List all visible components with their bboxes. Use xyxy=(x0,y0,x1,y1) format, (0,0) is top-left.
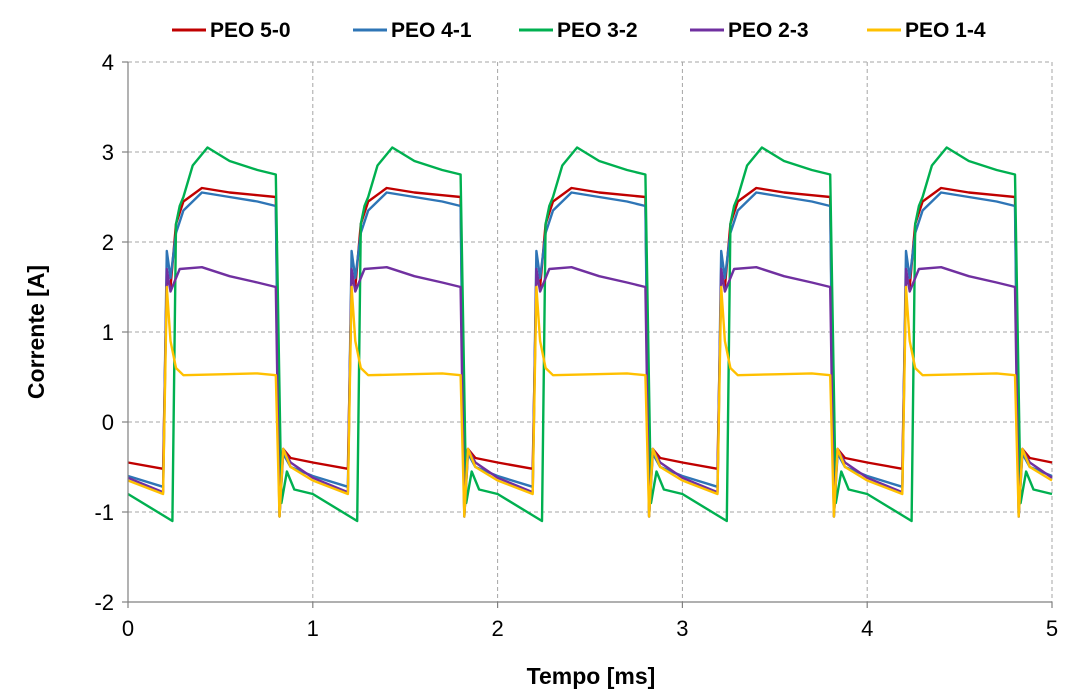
x-tick-label: 2 xyxy=(491,616,503,641)
plot-area xyxy=(127,146,1053,523)
legend-item: PEO 2-3 xyxy=(690,19,809,42)
y-tick-label: -2 xyxy=(94,590,114,615)
grid xyxy=(128,61,1053,602)
legend-label: PEO 5-0 xyxy=(210,19,291,42)
legend-item: PEO 4-1 xyxy=(353,19,472,42)
y-tick-label: -1 xyxy=(94,500,114,525)
series-line-peo-1-4 xyxy=(127,285,1053,518)
legend-item: PEO 3-2 xyxy=(519,19,638,42)
y-axis-title: Corrente [A] xyxy=(23,265,49,399)
legend-label: PEO 4-1 xyxy=(391,19,472,42)
legend-label: PEO 3-2 xyxy=(557,19,638,42)
x-tick-label: 1 xyxy=(307,616,319,641)
x-tick-label: 3 xyxy=(676,616,688,641)
series-line-peo-3-2 xyxy=(127,146,1053,523)
legend-item: PEO 1-4 xyxy=(867,19,986,42)
x-tick-label: 4 xyxy=(861,616,873,641)
tick-labels: -2 -1 0 1 2 3 4 0 1 2 3 4 5 xyxy=(94,50,1058,641)
legend-label: PEO 2-3 xyxy=(728,19,809,42)
legend-item: PEO 5-0 xyxy=(172,19,291,42)
x-tick-label: 0 xyxy=(122,616,134,641)
axes xyxy=(122,61,1053,608)
y-tick-label: 1 xyxy=(102,320,114,345)
y-tick-label: 2 xyxy=(102,230,114,255)
x-axis-title: Tempo [ms] xyxy=(527,663,656,689)
y-tick-label: 4 xyxy=(102,50,114,75)
y-tick-label: 3 xyxy=(102,140,114,165)
y-tick-label: 0 xyxy=(102,410,114,435)
x-tick-label: 5 xyxy=(1046,616,1058,641)
legend-label: PEO 1-4 xyxy=(905,19,986,42)
legend: PEO 5-0 PEO 4-1 PEO 3-2 PEO 2-3 PEO 1-4 xyxy=(172,19,986,42)
